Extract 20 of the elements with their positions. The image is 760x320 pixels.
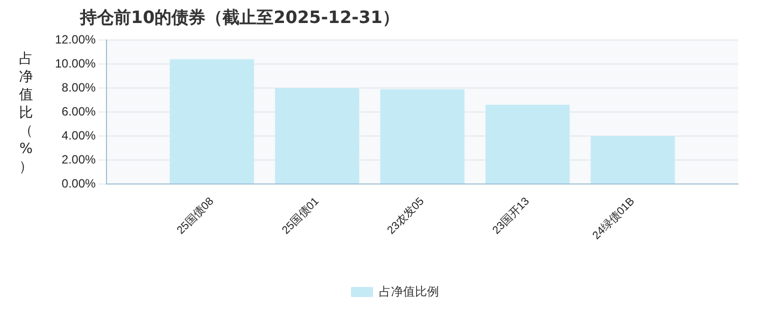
y-axis-title: 占净值比（%）: [18, 50, 34, 176]
x-tick-label: 23农发05: [385, 195, 427, 237]
y-tick-label: 4.00%: [62, 128, 96, 142]
x-tick-label: 24绿债01B: [590, 195, 638, 242]
y-tick-label: 6.00%: [62, 104, 96, 118]
bar: [275, 88, 360, 184]
x-tick-label: 25国债08: [174, 195, 216, 237]
y-tick-label: 12.00%: [54, 32, 96, 46]
chart-title: 持仓前10的债券（截止至2025-12-31）: [80, 7, 400, 29]
y-tick-label: 2.00%: [62, 152, 96, 166]
bar: [485, 104, 570, 184]
bar: [380, 89, 464, 184]
legend-label: 占净值比例: [379, 284, 439, 298]
x-tick-label: 25国债01: [280, 195, 322, 237]
bar: [590, 136, 675, 184]
y-tick-label: 10.00%: [54, 56, 96, 70]
bar: [170, 59, 254, 184]
x-tick-label: 23国开13: [490, 195, 532, 237]
y-tick-label: 0.00%: [62, 176, 96, 190]
y-tick-label: 8.00%: [62, 80, 96, 94]
